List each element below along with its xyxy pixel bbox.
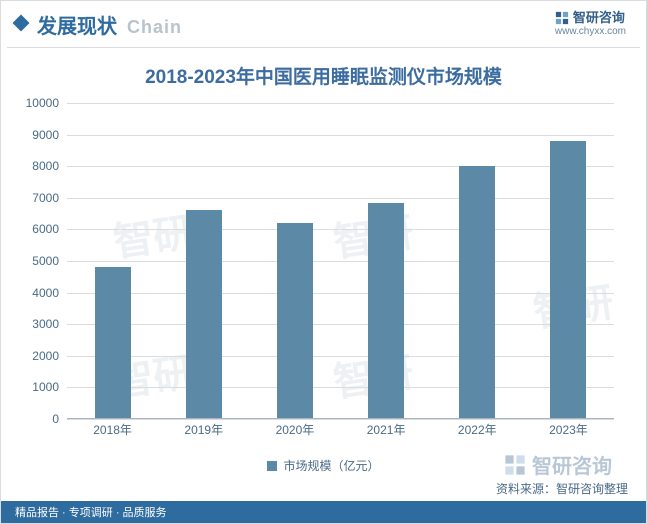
bar (186, 210, 222, 419)
bar (277, 223, 313, 419)
bar-slot (158, 103, 249, 419)
y-tick-label: 6000 (32, 222, 59, 236)
x-tick-label: 2020年 (249, 421, 340, 441)
footer-text: 精品报告 · 专项调研 · 品质服务 (15, 504, 167, 520)
y-tick-label: 2000 (32, 349, 59, 363)
bar-slot (341, 103, 432, 419)
legend: 市场规模（亿元） (1, 457, 646, 474)
y-tick-label: 7000 (32, 191, 59, 205)
x-tick-label: 2018年 (67, 421, 158, 441)
brand-logo-icon (555, 11, 569, 25)
plot-area (67, 103, 614, 419)
brand-name: 智研咨询 (573, 10, 625, 26)
bar (368, 203, 404, 419)
x-axis: 2018年2019年2020年2021年2022年2023年 (67, 421, 614, 441)
x-tick-label: 2022年 (432, 421, 523, 441)
brand-url: www.chyxx.com (555, 26, 626, 38)
y-tick-label: 5000 (32, 254, 59, 268)
bar (459, 166, 495, 419)
header-divider (7, 47, 640, 48)
x-tick-label: 2021年 (341, 421, 432, 441)
section-title-en: Chain (127, 17, 182, 38)
x-tick-label: 2019年 (158, 421, 249, 441)
page-container: 发展现状 Chain 智研咨询 www.chyxx.com 2018-2023年… (0, 0, 647, 524)
bar-slot (249, 103, 340, 419)
y-tick-label: 9000 (32, 128, 59, 142)
header: 发展现状 Chain 智研咨询 www.chyxx.com (1, 1, 646, 47)
y-tick-label: 8000 (32, 159, 59, 173)
bar-slot (432, 103, 523, 419)
gridline (67, 419, 614, 420)
y-tick-label: 0 (52, 412, 59, 426)
legend-swatch-icon (267, 461, 277, 471)
y-tick-label: 1000 (32, 380, 59, 394)
y-axis: 0100020003000400050006000700080009000100… (13, 103, 65, 419)
brand-row: 智研咨询 (555, 10, 626, 26)
x-tick-label: 2023年 (523, 421, 614, 441)
bar (550, 141, 586, 419)
section-title-cn: 发展现状 (37, 10, 117, 39)
chart-title: 2018-2023年中国医用睡眠监测仪市场规模 (1, 62, 646, 89)
diamond-icon (13, 14, 30, 31)
header-left: 发展现状 Chain (37, 10, 182, 39)
y-tick-label: 10000 (26, 96, 59, 110)
y-tick-label: 4000 (32, 286, 59, 300)
header-right: 智研咨询 www.chyxx.com (555, 10, 626, 38)
legend-label: 市场规模（亿元） (283, 457, 379, 474)
x-axis-line (67, 418, 614, 419)
y-tick-label: 3000 (32, 317, 59, 331)
bar-slot (67, 103, 158, 419)
footer-bar: 精品报告 · 专项调研 · 品质服务 (1, 501, 646, 523)
bar (95, 267, 131, 419)
bars-group (67, 103, 614, 419)
chart-area: 智研智研智研智研智研 01000200030004000500060007000… (13, 95, 622, 455)
bar-slot (523, 103, 614, 419)
source-text: 资料来源：智研咨询整理 (496, 480, 628, 497)
